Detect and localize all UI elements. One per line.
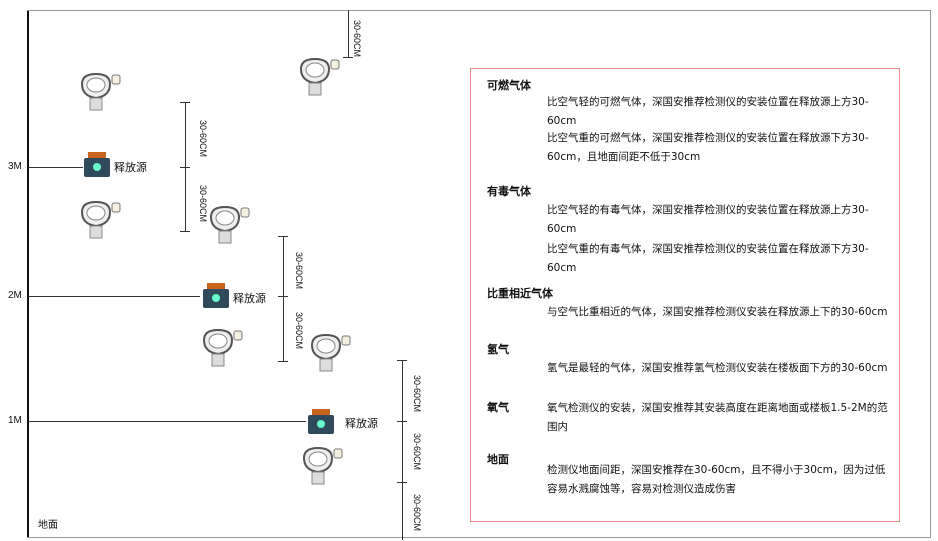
level-1m-line xyxy=(28,421,306,422)
right-wall-line xyxy=(930,10,931,538)
gas-detector-icon xyxy=(308,333,352,373)
level-3m-label: 3M xyxy=(8,161,22,172)
installation-notes-panel: 可燃气体比空气轻的可燃气体，深国安推荐检测仪的安装位置在释放源上方30-60cm… xyxy=(470,68,900,522)
gas-detector-icon xyxy=(78,200,122,240)
section-paragraph: 检测仪地面间距，深国安推荐在30-60cm，且不得小于30cm，因为过低容易水溅… xyxy=(547,464,886,495)
release-source-label: 释放源 xyxy=(233,292,266,305)
level-2m-label: 2M xyxy=(8,290,22,301)
dimension-tick xyxy=(180,102,190,103)
dimension-tick xyxy=(397,421,407,422)
gas-detector-icon xyxy=(207,205,251,245)
dimension-label: 30-60CM xyxy=(412,494,422,532)
gas-detector-icon xyxy=(78,72,122,112)
level-2m-line xyxy=(28,296,200,297)
release-source-icon xyxy=(201,283,231,309)
section-title: 地面 xyxy=(487,453,509,466)
release-source-icon xyxy=(306,409,336,435)
dimension-line xyxy=(402,360,403,540)
ground-label: 地面 xyxy=(38,520,58,531)
level-3m-line xyxy=(28,167,83,168)
section-paragraph: 比空气轻的可燃气体，深国安推荐检测仪的安装位置在释放源上方30-60cm xyxy=(547,96,869,127)
gas-detector-icon xyxy=(297,57,341,97)
dimension-tick xyxy=(397,482,407,483)
section-title: 有毒气体 xyxy=(487,185,531,198)
dimension-label: 30-60CM xyxy=(412,433,422,471)
dimension-tick xyxy=(278,236,288,237)
dimension-tick xyxy=(180,167,190,168)
section-paragraph: 比空气轻的有毒气体，深国安推荐检测仪的安装位置在释放源上方30-60cm xyxy=(547,204,869,235)
dimension-label: 30-60CM xyxy=(198,120,208,158)
release-source-label: 释放源 xyxy=(114,161,147,174)
dimension-tick xyxy=(180,231,190,232)
level-1m-label: 1M xyxy=(8,415,22,426)
section-paragraph: 比空气重的有毒气体，深国安推荐检测仪的安装位置在释放源下方30-60cm xyxy=(547,243,869,274)
dimension-line xyxy=(348,10,349,58)
dimension-line xyxy=(283,236,284,362)
release-source-icon xyxy=(82,152,112,178)
dimension-label: 30-60CM xyxy=(412,375,422,413)
section-paragraph: 与空气比重相近的气体，深国安推荐检测仪安装在释放源上下的30-60cm xyxy=(547,306,888,318)
dimension-tick xyxy=(343,57,353,58)
section-title: 氢气 xyxy=(487,343,509,356)
section-paragraph: 比空气重的可燃气体，深国安推荐检测仪的安装位置在释放源下方30-60cm，且地面… xyxy=(547,132,869,163)
dimension-label: 30-60CM xyxy=(294,312,304,350)
section-paragraph: 氢气是最轻的气体，深国安推荐氢气检测仪安装在楼板面下方的30-60cm xyxy=(547,362,888,374)
height-axis xyxy=(27,10,29,538)
floor-line xyxy=(27,537,931,538)
section-title: 氧气 xyxy=(487,401,509,414)
section-title: 可燃气体 xyxy=(487,79,531,92)
dimension-tick xyxy=(278,296,288,297)
dimension-label: 30-60CM xyxy=(352,20,362,58)
gas-detector-icon xyxy=(300,446,344,486)
ceiling-line xyxy=(27,10,931,11)
gas-detector-icon xyxy=(200,328,244,368)
section-paragraph: 氧气检测仪的安装，深国安推荐其安装高度在距离地面或楼板1.5-2M的范围内 xyxy=(547,402,888,433)
dimension-tick xyxy=(278,361,288,362)
release-source-label: 释放源 xyxy=(345,417,378,430)
dimension-tick xyxy=(397,360,407,361)
section-title: 比重相近气体 xyxy=(487,287,553,300)
dimension-label: 30-60CM xyxy=(294,252,304,290)
